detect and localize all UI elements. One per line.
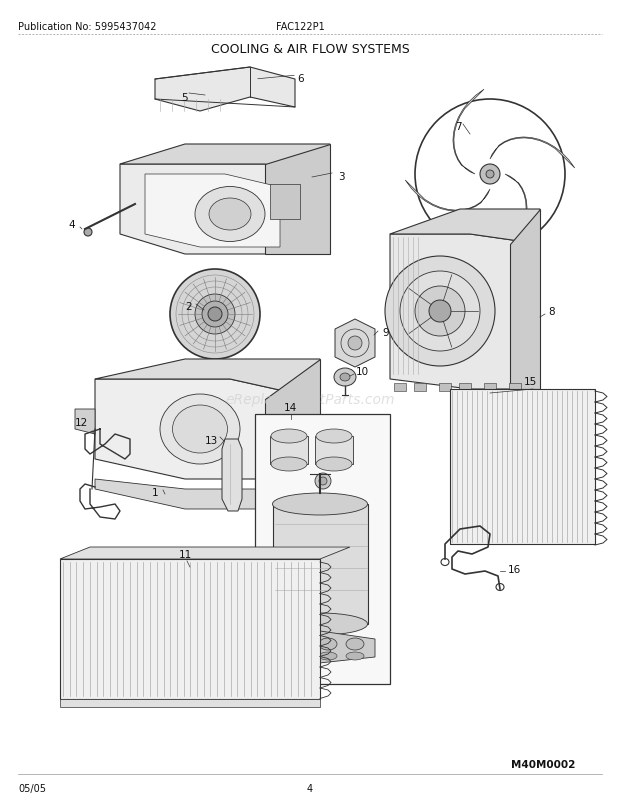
Polygon shape [510, 210, 540, 390]
Bar [394, 383, 406, 391]
Polygon shape [490, 138, 575, 168]
Bar [270, 436, 308, 464]
Text: 13: 13 [205, 435, 218, 445]
Text: 7: 7 [455, 122, 462, 132]
Ellipse shape [340, 374, 350, 382]
Polygon shape [60, 547, 350, 559]
Polygon shape [390, 210, 540, 245]
Bar [509, 383, 521, 391]
Polygon shape [145, 175, 280, 248]
Ellipse shape [208, 308, 222, 322]
Ellipse shape [348, 337, 362, 350]
Ellipse shape [319, 652, 337, 660]
Polygon shape [265, 145, 330, 255]
Text: 15: 15 [523, 376, 537, 387]
Ellipse shape [195, 294, 235, 334]
Ellipse shape [385, 257, 495, 367]
Ellipse shape [291, 652, 309, 660]
Ellipse shape [334, 369, 356, 387]
Polygon shape [222, 439, 242, 512]
Ellipse shape [170, 269, 260, 359]
Ellipse shape [271, 457, 307, 472]
Polygon shape [155, 68, 295, 111]
Text: FAC122P1: FAC122P1 [276, 22, 324, 32]
Polygon shape [120, 164, 330, 255]
Ellipse shape [415, 286, 465, 337]
Ellipse shape [486, 171, 494, 179]
Ellipse shape [315, 473, 331, 489]
Polygon shape [120, 145, 330, 184]
Ellipse shape [319, 638, 337, 650]
Bar [439, 383, 451, 391]
Polygon shape [453, 90, 484, 175]
Text: 10: 10 [356, 367, 369, 376]
Text: 5: 5 [182, 93, 188, 103]
Text: eReplacementParts.com: eReplacementParts.com [225, 392, 395, 407]
Ellipse shape [271, 429, 307, 444]
Ellipse shape [209, 199, 251, 231]
Bar [315, 436, 353, 464]
Ellipse shape [266, 638, 284, 650]
Ellipse shape [400, 272, 480, 351]
Ellipse shape [346, 638, 364, 650]
Text: 11: 11 [179, 549, 192, 559]
Ellipse shape [160, 395, 240, 464]
Polygon shape [270, 184, 300, 220]
Bar [450, 390, 595, 545]
Text: 9: 9 [382, 327, 389, 338]
Text: 12: 12 [75, 418, 88, 427]
Ellipse shape [316, 429, 352, 444]
Bar [484, 383, 496, 391]
Ellipse shape [273, 614, 368, 635]
Ellipse shape [195, 187, 265, 242]
Text: 14: 14 [283, 403, 296, 412]
Bar [273, 504, 368, 624]
Ellipse shape [84, 229, 92, 237]
Text: 6: 6 [297, 74, 304, 84]
Bar [60, 699, 320, 707]
Bar [414, 383, 426, 391]
Polygon shape [265, 359, 320, 480]
Text: Publication No: 5995437042: Publication No: 5995437042 [18, 22, 156, 32]
Bar [255, 415, 390, 684]
Bar [459, 383, 471, 391]
Text: 4: 4 [68, 220, 75, 229]
Text: 2: 2 [185, 302, 192, 312]
Polygon shape [95, 359, 320, 399]
Text: 4: 4 [307, 783, 313, 793]
Ellipse shape [273, 493, 368, 516]
Polygon shape [496, 175, 527, 260]
Ellipse shape [316, 457, 352, 472]
Ellipse shape [172, 406, 228, 453]
Text: 3: 3 [338, 172, 345, 182]
Text: 8: 8 [548, 306, 555, 317]
Text: 05/05: 05/05 [18, 783, 46, 793]
Ellipse shape [429, 301, 451, 322]
Text: 1: 1 [152, 488, 158, 497]
Polygon shape [265, 631, 375, 664]
Text: 16: 16 [508, 565, 521, 574]
Polygon shape [390, 235, 540, 390]
Polygon shape [95, 480, 320, 509]
Text: M40M0002: M40M0002 [511, 759, 575, 769]
Polygon shape [75, 410, 95, 435]
Ellipse shape [202, 302, 228, 327]
Ellipse shape [266, 652, 284, 660]
Polygon shape [405, 180, 490, 212]
Polygon shape [335, 320, 375, 367]
Ellipse shape [480, 164, 500, 184]
Ellipse shape [319, 477, 327, 485]
Polygon shape [95, 379, 320, 480]
Ellipse shape [291, 638, 309, 650]
Bar [60, 559, 320, 699]
Text: COOLING & AIR FLOW SYSTEMS: COOLING & AIR FLOW SYSTEMS [211, 43, 409, 56]
Ellipse shape [346, 652, 364, 660]
